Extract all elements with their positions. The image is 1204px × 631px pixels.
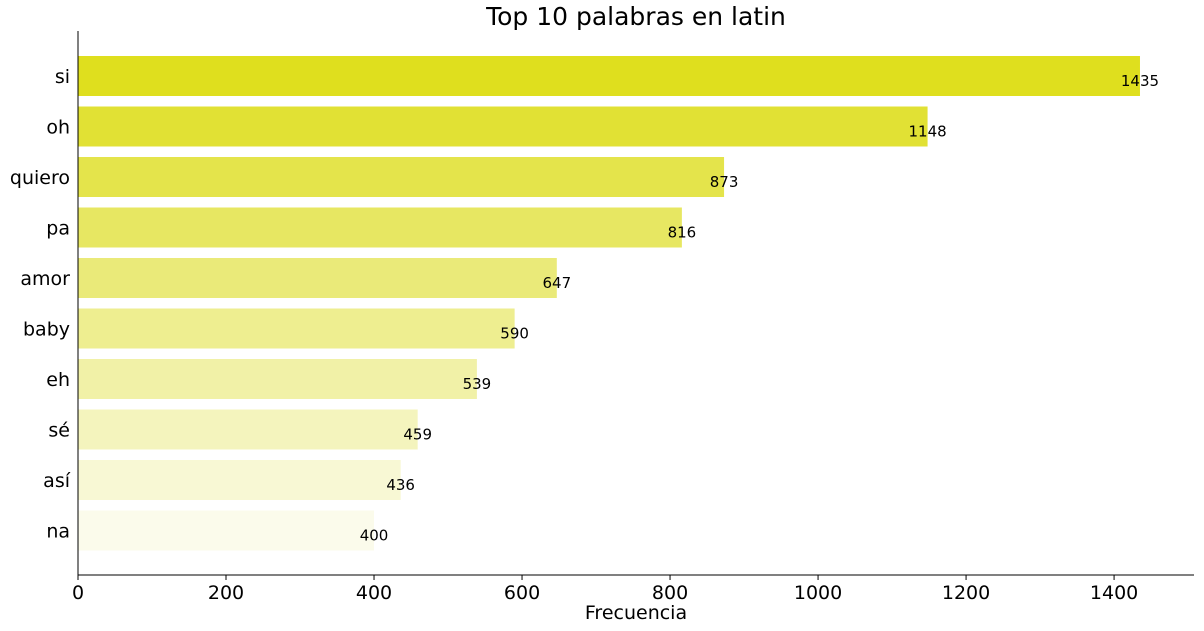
bar-eh (78, 359, 477, 399)
x-tick-label: 800 (652, 582, 688, 604)
x-axis-label: Frecuencia (584, 602, 688, 624)
data-label: 459 (403, 426, 432, 444)
data-label: 400 (360, 527, 389, 545)
bar-pa (78, 207, 682, 248)
x-tick-label: 1400 (1090, 582, 1138, 604)
x-tick-label: 600 (504, 582, 540, 604)
y-tick-label: eh (46, 369, 70, 391)
x-tick-label: 400 (356, 582, 392, 604)
data-label: 873 (710, 173, 739, 191)
bar-oh (78, 106, 928, 147)
y-tick-label: si (55, 66, 70, 88)
data-label: 436 (386, 476, 415, 494)
chart-title: Top 10 palabras en latin (486, 2, 786, 31)
y-tick-label: amor (20, 268, 70, 290)
bar-na (78, 510, 375, 551)
data-label: 590 (500, 325, 529, 343)
y-tick-label: quiero (10, 167, 70, 189)
data-label: 647 (542, 274, 571, 292)
bar-baby (78, 308, 515, 349)
x-tick-label: 200 (208, 582, 244, 604)
x-tick-label: 0 (72, 582, 84, 604)
data-label: 1435 (1121, 72, 1159, 90)
y-tick-label: así (43, 470, 71, 492)
bar-quiero (78, 157, 725, 197)
x-tick-label: 1200 (942, 582, 990, 604)
data-label: 539 (463, 375, 492, 393)
bar-así (78, 460, 401, 500)
bar-sé (78, 409, 418, 450)
y-tick-label: na (46, 521, 70, 543)
y-tick-label: sé (48, 420, 70, 442)
x-tick-label: 1000 (794, 582, 842, 604)
data-label: 816 (668, 224, 697, 242)
bar-si (78, 56, 1140, 96)
data-label: 1148 (908, 123, 946, 141)
y-tick-label: pa (46, 218, 70, 240)
y-tick-label: oh (46, 117, 70, 139)
bar-amor (78, 258, 557, 298)
y-tick-label: baby (23, 319, 70, 341)
